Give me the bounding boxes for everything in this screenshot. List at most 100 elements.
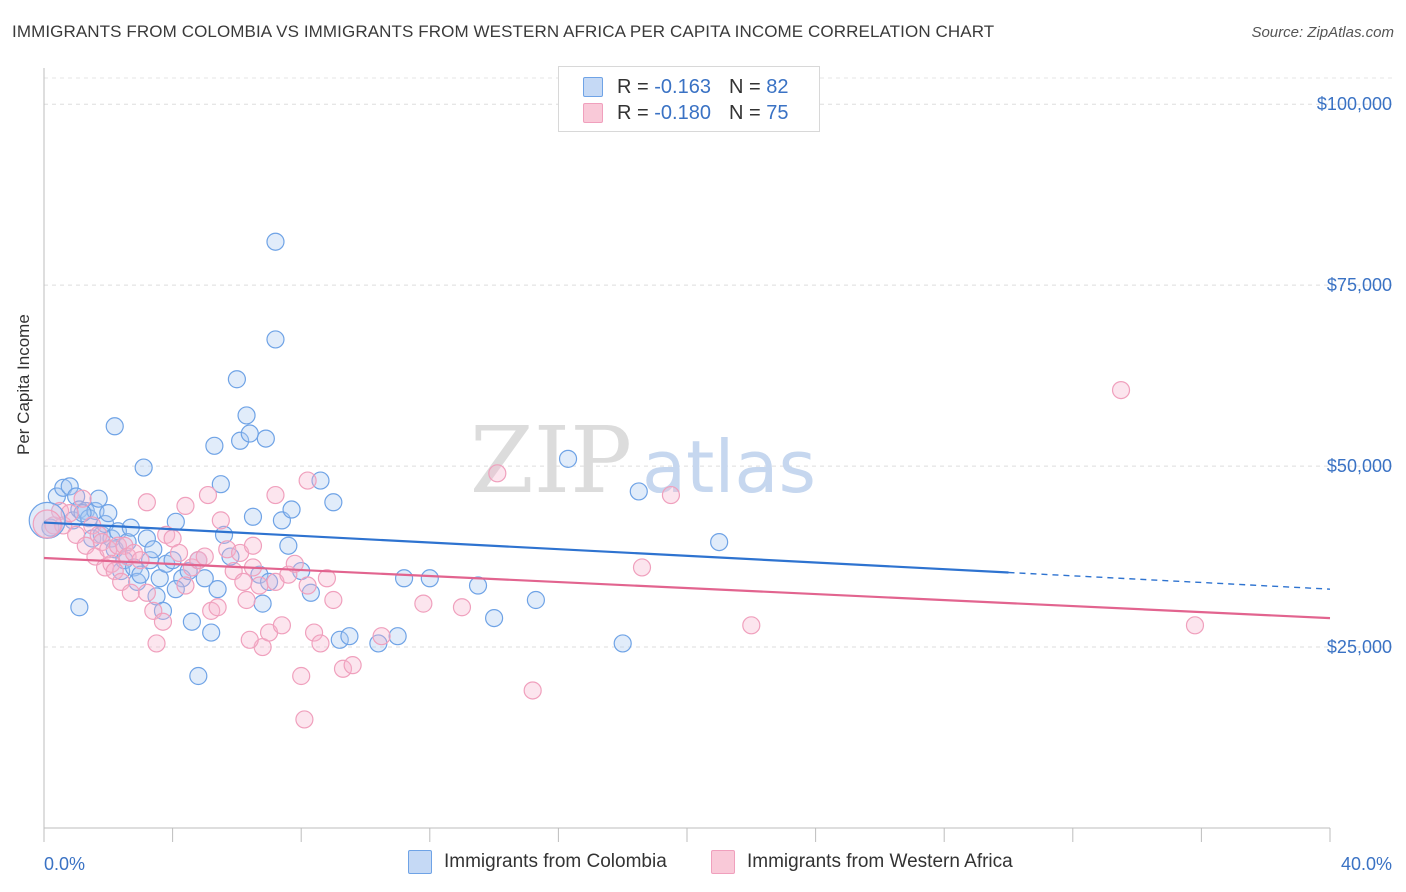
x-tick-label-min: 0.0% [44,854,85,874]
point-western-africa [1111,380,1131,400]
gridlines [43,77,1392,842]
point-western-africa [105,561,124,581]
watermark-zip: ZIP [470,407,632,514]
point-western-africa [304,623,324,642]
y-tick-label: $75,000 [1327,275,1392,295]
legend-r-value: -0.163 [654,75,711,98]
point-western-africa [176,496,195,516]
point-colombia [153,601,173,620]
point-western-africa [266,485,285,505]
point-colombia [282,500,301,519]
point-western-africa [292,666,311,686]
tick-labels: $25,000 $50,000 $75,000 $100,000 0.0% 40.0% [44,94,1392,874]
series-label-colombia: Immigrants from Colombia [444,851,667,872]
point-colombia [105,417,124,436]
point-western-africa [153,612,173,631]
point-colombia [60,477,79,496]
series-swatch-western-africa [711,850,735,874]
point-colombia [330,630,349,649]
point-western-africa [137,493,156,512]
point-colombia [243,507,263,526]
point-colombia [629,482,648,501]
point-colombia [485,608,504,628]
point-western-africa [742,616,761,635]
legend-r-value: -0.180 [654,101,711,124]
point-colombia [70,598,89,617]
point-western-africa [298,471,317,490]
point-western-africa [73,489,92,508]
point-colombia [131,565,150,584]
point-colombia [182,612,201,631]
point-western-africa [372,627,391,646]
point-western-africa [311,634,330,653]
data-points [28,232,1205,729]
point-western-africa [414,594,433,613]
point-colombia [237,406,256,425]
point-western-africa [1185,616,1205,635]
point-western-africa [295,710,314,729]
point-western-africa [343,656,362,675]
point-colombia [227,370,246,389]
point-western-africa [452,598,472,617]
point-western-africa [333,659,353,678]
point-colombia [166,580,185,599]
point-western-africa [121,583,140,602]
point-western-africa [176,576,195,595]
point-western-africa [243,536,263,555]
point-colombia [613,634,632,653]
point-colombia [394,569,414,588]
point-colombia [324,493,343,512]
point-colombia [526,590,545,610]
point-colombia [211,475,230,494]
point-western-africa [285,554,304,573]
point-colombia [250,565,269,584]
point-western-africa [317,569,337,588]
point-western-africa [632,558,652,577]
point-western-africa [147,634,166,653]
point-western-africa [211,511,230,530]
point-western-africa [324,590,343,610]
point-colombia [253,594,272,613]
trend-line-colombia-extension [1008,571,1331,590]
point-colombia [256,429,275,448]
trend-line-western-africa [43,556,1331,620]
point-colombia [558,449,578,468]
point-colombia [189,666,208,686]
point-colombia [144,540,163,559]
point-colombia [195,569,214,588]
legend-n-value: 82 [766,75,789,98]
point-colombia [54,478,73,497]
legend-row-western-africa: R = -0.180 N = 75 [583,101,788,125]
point-western-africa [661,485,681,505]
chart-title: IMMIGRANTS FROM COLOMBIA VS IMMIGRANTS F… [12,22,995,41]
source-label: Source: ZipAtlas.com [1251,24,1394,41]
trend-lines [43,521,1331,620]
point-colombia [99,504,118,523]
legend-swatch-western-africa [583,103,603,123]
point-colombia [202,623,221,642]
axes [43,68,1330,829]
point-western-africa [237,590,256,610]
point-western-africa [240,630,259,649]
legend-n-label: N = [728,101,761,124]
point-colombia [231,431,250,450]
point-western-africa [182,558,201,577]
point-colombia [205,436,224,455]
point-colombia [137,529,156,548]
point-colombia [710,532,729,552]
point-western-africa [137,583,156,602]
point-western-africa [298,576,317,595]
legend-row-colombia: R = -0.163 N = 82 [583,75,788,99]
legend-swatch-colombia [583,77,603,97]
point-western-africa [523,681,542,700]
legend-n-label: N = [728,75,761,98]
legend-r-label: R = [617,75,649,98]
point-colombia [208,580,227,599]
point-colombia [279,536,298,555]
point-western-africa [115,536,134,555]
point-colombia [340,627,359,646]
y-tick-label: $100,000 [1317,94,1392,114]
point-colombia [266,232,285,251]
x-tick-label-max: 40.0% [1341,854,1392,874]
